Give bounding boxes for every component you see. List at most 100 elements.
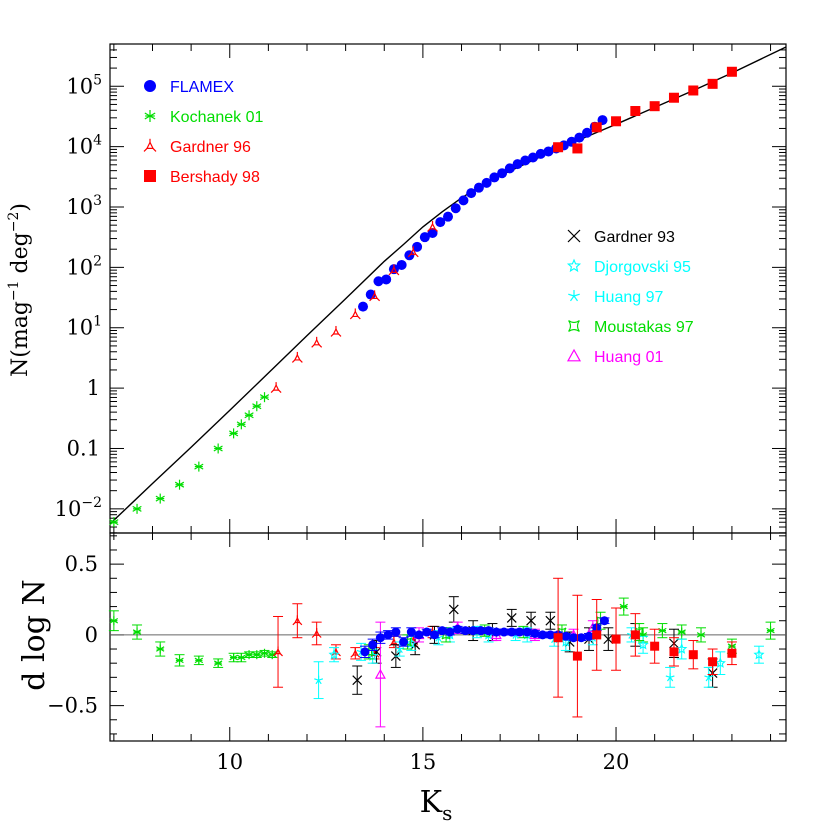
error-bar: [292, 603, 303, 639]
data-point: [360, 647, 370, 657]
data-point: [396, 259, 407, 270]
data-point: [311, 336, 323, 348]
data-point: [109, 616, 119, 626]
data-point: [229, 653, 238, 663]
data-point: [422, 627, 432, 637]
upper-y-axis-label: N(mag−1 deg−2): [6, 203, 33, 377]
data-point: [507, 627, 517, 637]
data-point: [522, 627, 532, 637]
y-tick-label: 105: [66, 72, 102, 98]
legend-label: Djorgovski 95: [594, 259, 691, 276]
series-flamex: [358, 115, 608, 312]
data-point: [499, 627, 509, 637]
legend-label: Kochanek 01: [170, 109, 264, 126]
data-point: [665, 672, 675, 682]
data-point: [236, 419, 246, 430]
data-point: [491, 627, 501, 637]
lower-frame: [109, 532, 787, 742]
data-point: [526, 615, 536, 626]
data-point: [194, 655, 204, 665]
data-point: [412, 241, 423, 252]
data-point: [132, 627, 142, 637]
x-tick-label: 10: [216, 750, 243, 774]
data-point: [527, 152, 538, 163]
legend-item: Bershady 98: [144, 169, 260, 186]
data-point: [144, 170, 156, 182]
data-point: [468, 626, 478, 636]
data-point: [311, 628, 322, 638]
error-bar: [273, 615, 284, 688]
data-point: [512, 159, 523, 170]
y-tick-label: 102: [66, 253, 102, 279]
data-point: [330, 325, 342, 337]
data-point: [259, 392, 270, 403]
data-point: [109, 517, 119, 528]
data-point: [535, 148, 546, 159]
data-point: [373, 276, 384, 287]
data-point: [268, 650, 277, 660]
data-point: [175, 655, 184, 665]
data-point: [543, 146, 554, 157]
data-point: [658, 626, 667, 636]
data-point: [572, 143, 583, 154]
legend-item: Djorgovski 95: [566, 258, 691, 276]
data-point: [144, 110, 156, 122]
data-point: [611, 116, 622, 127]
data-point: [514, 627, 524, 637]
data-point: [155, 493, 165, 504]
data-point: [349, 308, 361, 320]
legend-label: Bershady 98: [170, 169, 260, 186]
data-point: [237, 653, 246, 663]
data-point: [568, 320, 580, 332]
legend-item: Huang 97: [568, 289, 663, 306]
data-point: [244, 410, 254, 421]
data-point: [592, 630, 602, 640]
data-point: [561, 631, 571, 641]
y-tick-label: 0.1: [67, 436, 100, 460]
data-point: [399, 637, 409, 647]
legend-label: Huang 97: [594, 289, 663, 306]
data-point: [574, 132, 585, 143]
data-point: [484, 626, 494, 636]
data-point: [419, 232, 430, 243]
data-point: [458, 195, 469, 206]
data-point: [407, 246, 419, 258]
y-tick-label: 1: [87, 376, 100, 400]
data-point: [688, 85, 699, 96]
data-point: [476, 626, 486, 636]
data-point: [591, 122, 602, 133]
legend-label: Moustakas 97: [594, 319, 694, 336]
y-tick-label: −0.5: [47, 694, 98, 718]
residual-huang-97: [313, 625, 714, 700]
legend-item: Kochanek 01: [144, 109, 264, 126]
data-point: [450, 203, 461, 214]
data-point: [708, 657, 718, 667]
legend-left: FLAMEX Kochanek 01 Gardner 96 Bershady 98: [143, 79, 264, 186]
data-point: [391, 627, 401, 637]
data-point: [530, 628, 540, 638]
data-point: [567, 229, 581, 243]
data-point: [506, 612, 517, 623]
data-point: [406, 627, 416, 637]
data-point: [273, 646, 283, 657]
error-bar: [676, 638, 687, 660]
residual-kochanek-01: [108, 597, 776, 668]
data-point: [291, 351, 303, 363]
data-point: [599, 616, 609, 626]
residual-gardner-96: [273, 603, 438, 688]
error-bar: [311, 621, 322, 646]
data-point: [504, 163, 515, 174]
data-point: [520, 155, 531, 166]
data-point: [481, 177, 492, 188]
data-point: [649, 101, 660, 112]
data-point: [252, 650, 261, 660]
data-point: [144, 80, 156, 92]
data-point: [448, 604, 459, 615]
data-point: [383, 630, 393, 640]
data-point: [252, 401, 262, 412]
data-point: [727, 648, 737, 658]
legend-item: Moustakas 97: [568, 319, 694, 336]
legend-item: Gardner 93: [567, 229, 675, 246]
legend-item: FLAMEX: [144, 79, 234, 96]
data-point: [707, 78, 718, 89]
